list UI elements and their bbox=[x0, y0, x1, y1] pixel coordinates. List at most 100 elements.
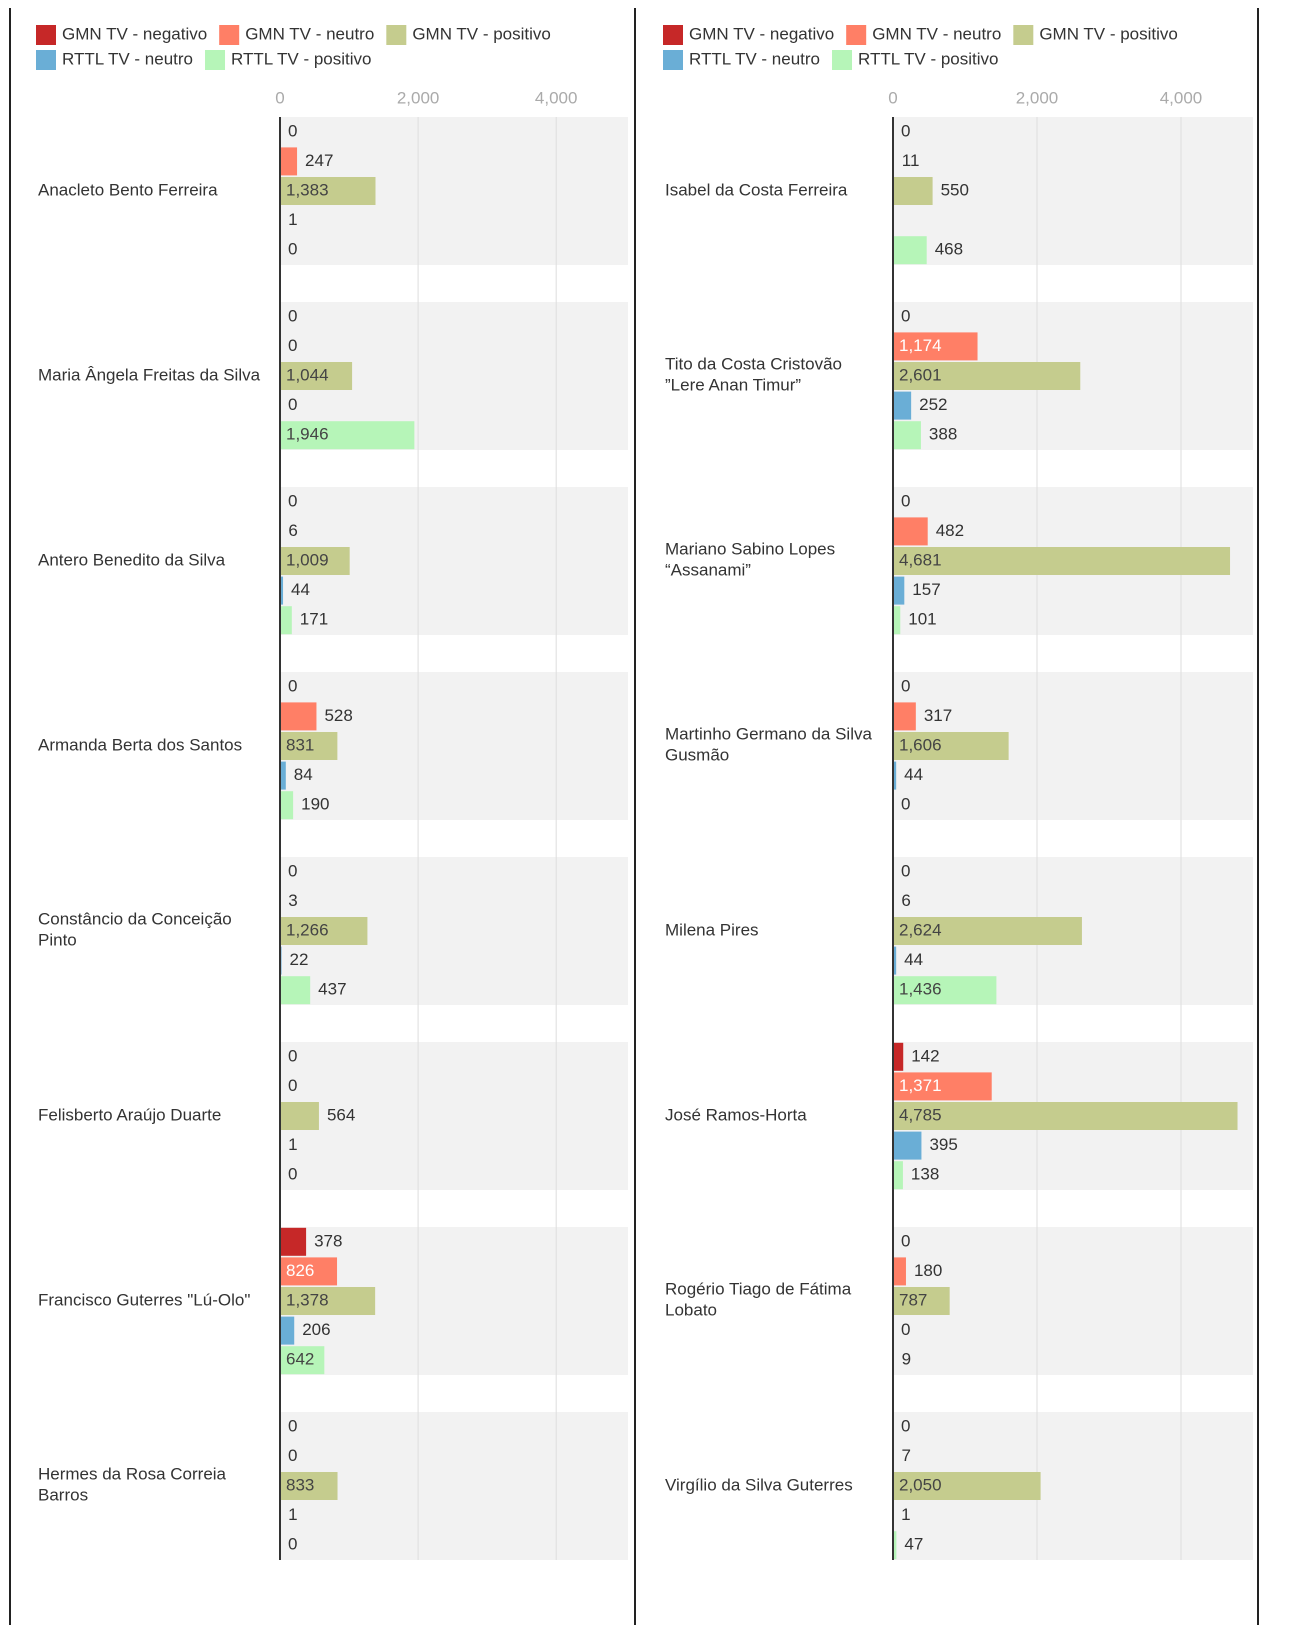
bar bbox=[280, 147, 298, 176]
bar bbox=[280, 1102, 319, 1130]
bar bbox=[893, 1072, 992, 1101]
value-label: 9 bbox=[902, 1350, 911, 1369]
x-tick-label: 4,000 bbox=[535, 88, 578, 107]
bar bbox=[893, 177, 933, 205]
value-label: 0 bbox=[901, 1231, 910, 1250]
value-label: 0 bbox=[288, 306, 297, 325]
legend-label: GMN TV - negativo bbox=[62, 24, 207, 43]
category-label: Isabel da Costa Ferreira bbox=[665, 180, 848, 199]
bar bbox=[893, 391, 912, 420]
value-label: 180 bbox=[914, 1261, 942, 1280]
category-label: Martinho Germano da Silva Gusmão bbox=[665, 725, 872, 765]
legend-label: GMN TV - positivo bbox=[1039, 24, 1178, 43]
category-label: Virgílio da Silva Guterres bbox=[665, 1475, 853, 1494]
category-label: Felisberto Araújo Duarte bbox=[38, 1105, 221, 1124]
category-label: Armanda Berta dos Santos bbox=[38, 735, 242, 754]
legend-swatch bbox=[386, 25, 407, 45]
value-label: 190 bbox=[301, 795, 329, 814]
category-label: Anacleto Bento Ferreira bbox=[38, 180, 218, 199]
category-label-line: Hermes da Rosa Correia bbox=[38, 1465, 227, 1484]
value-label: 0 bbox=[288, 861, 297, 880]
bar bbox=[893, 332, 978, 361]
bar bbox=[893, 1287, 950, 1315]
bar bbox=[893, 1042, 904, 1071]
value-label: 0 bbox=[288, 240, 297, 259]
bar bbox=[893, 517, 928, 546]
category-label-line: Barros bbox=[38, 1486, 88, 1505]
legend-swatch bbox=[663, 50, 683, 70]
bar bbox=[893, 421, 921, 450]
value-label: 1,946 bbox=[286, 425, 329, 444]
x-tick-label: 2,000 bbox=[397, 88, 440, 107]
bar bbox=[893, 1102, 1238, 1130]
value-label: 0 bbox=[288, 1416, 297, 1435]
category-label: Milena Pires bbox=[665, 920, 759, 939]
value-label: 1 bbox=[288, 1135, 297, 1154]
bar bbox=[280, 1346, 325, 1375]
bar bbox=[280, 362, 353, 390]
bar bbox=[893, 946, 897, 975]
value-label: 1,266 bbox=[286, 920, 329, 939]
value-label: 4,785 bbox=[899, 1105, 942, 1124]
value-label: 0 bbox=[288, 1165, 297, 1184]
value-label: 247 bbox=[305, 151, 333, 170]
value-label: 528 bbox=[324, 706, 352, 725]
value-label: 826 bbox=[286, 1261, 314, 1280]
bar bbox=[280, 547, 350, 575]
category-label: Mariano Sabino Lopes “Assanami” bbox=[665, 540, 835, 580]
legend-label: RTTL TV - neutro bbox=[689, 49, 820, 68]
value-label: 0 bbox=[288, 1446, 297, 1465]
value-label: 831 bbox=[286, 735, 314, 754]
legend-swatch bbox=[36, 25, 56, 45]
category-label-line: Pinto bbox=[38, 931, 77, 950]
category-label: Francisco Guterres "Lú-Olo" bbox=[38, 1290, 250, 1309]
bar bbox=[893, 547, 1231, 575]
value-label: 550 bbox=[941, 180, 969, 199]
value-label: 0 bbox=[901, 676, 910, 695]
x-tick-label: 2,000 bbox=[1016, 88, 1059, 107]
bar bbox=[280, 761, 286, 790]
bar bbox=[280, 1472, 338, 1500]
value-label: 0 bbox=[901, 861, 910, 880]
category-label: José Ramos-Horta bbox=[665, 1105, 807, 1124]
category-label: Maria Ângela Freitas da Silva bbox=[38, 365, 261, 384]
value-label: 0 bbox=[288, 1076, 297, 1095]
legend-swatch bbox=[205, 50, 226, 70]
value-label: 44 bbox=[904, 765, 923, 784]
value-label: 6 bbox=[901, 891, 910, 910]
category-label: Constâncio da Conceição Pinto bbox=[38, 910, 232, 950]
value-label: 564 bbox=[327, 1105, 355, 1124]
bar bbox=[280, 976, 311, 1005]
value-label: 378 bbox=[314, 1231, 342, 1250]
value-label: 1 bbox=[288, 210, 297, 229]
legend-label: RTTL TV - positivo bbox=[231, 49, 371, 68]
group-background bbox=[893, 117, 1253, 265]
value-label: 0 bbox=[901, 491, 910, 510]
bar bbox=[893, 1161, 903, 1190]
value-label: 787 bbox=[899, 1290, 927, 1309]
value-label: 0 bbox=[288, 491, 297, 510]
value-label: 142 bbox=[911, 1046, 939, 1065]
bar bbox=[893, 761, 897, 790]
category-label: Antero Benedito da Silva bbox=[38, 550, 226, 569]
bar bbox=[893, 976, 997, 1005]
value-label: 1,436 bbox=[899, 980, 942, 999]
bar bbox=[280, 421, 415, 450]
value-label: 0 bbox=[288, 1046, 297, 1065]
x-tick-label: 4,000 bbox=[1160, 88, 1203, 107]
bar bbox=[280, 732, 338, 760]
bar bbox=[280, 177, 376, 205]
bar bbox=[893, 1472, 1041, 1500]
bar bbox=[893, 1531, 897, 1560]
value-label: 642 bbox=[286, 1350, 314, 1369]
value-label: 7 bbox=[902, 1446, 911, 1465]
value-label: 252 bbox=[919, 395, 947, 414]
value-label: 1,606 bbox=[899, 735, 942, 754]
value-label: 206 bbox=[302, 1320, 330, 1339]
value-label: 44 bbox=[291, 580, 310, 599]
bar bbox=[280, 791, 294, 820]
category-label: Tito da Costa Cristovão ”Lere Anan Timur” bbox=[665, 355, 842, 395]
category-label-line: “Assanami” bbox=[665, 561, 751, 580]
bar bbox=[893, 362, 1081, 390]
